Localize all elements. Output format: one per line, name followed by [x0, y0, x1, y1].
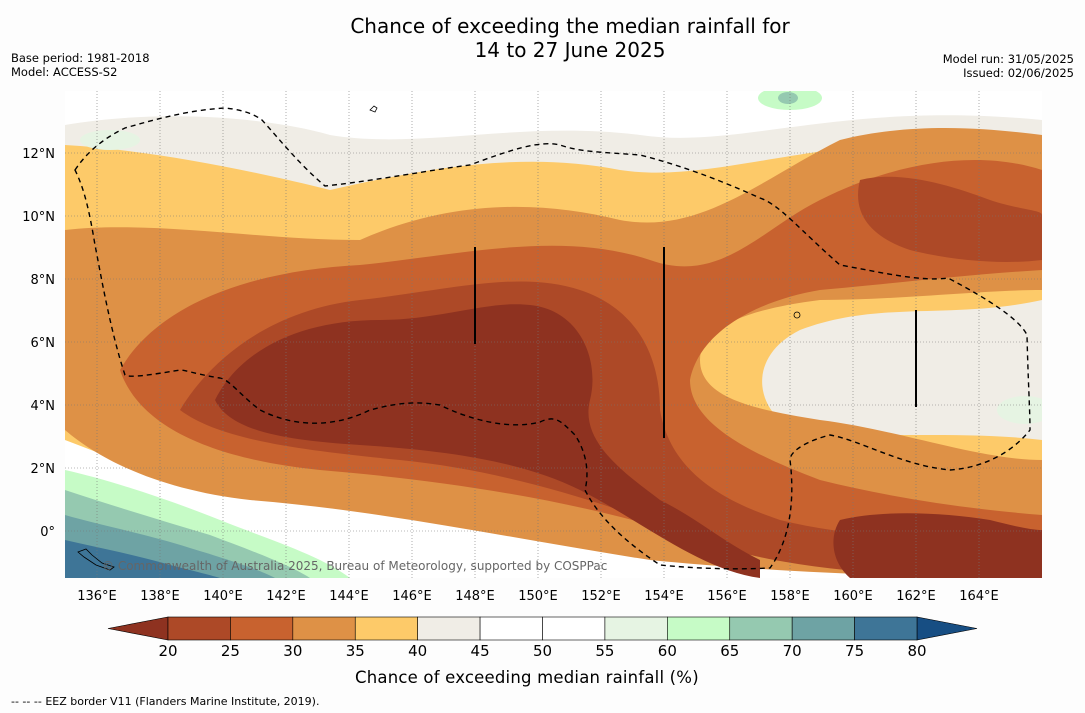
colorbar-ticks: 20 25 30 35 40 45 50 55 60 65 70 75 80: [158, 642, 926, 660]
band-70-75-north: [778, 92, 798, 104]
lat-label-8n: 8°N: [31, 273, 56, 288]
colorbar-segment: [230, 616, 294, 641]
colorbar-segment: [542, 616, 606, 641]
colorbar-segment: [729, 616, 793, 641]
lon-label-140e: 140°E: [203, 589, 243, 604]
colorbar-segments: [167, 616, 918, 641]
colorbar-segment: [604, 616, 668, 641]
colorbar-segment: [167, 616, 231, 641]
islands: [77, 105, 801, 571]
graticule: [65, 91, 1042, 578]
lon-label-162e: 162°E: [896, 589, 936, 604]
meta-right: Model run: 31/05/2025 Issued: 02/06/2025: [943, 52, 1074, 80]
eez-border-palau-fsm: [74, 107, 1031, 570]
lon-label-146e: 146°E: [392, 589, 432, 604]
colorbar-segment: [854, 616, 918, 641]
lat-label-0: 0°: [40, 525, 55, 540]
eez-meridian-markers: [474, 247, 917, 438]
title-line-1: Chance of exceeding the median rainfall …: [350, 14, 790, 38]
band-75-80: [65, 540, 220, 578]
map-area: © Commonwealth of Australia 2025, Bureau…: [65, 91, 1042, 578]
band-below-20: [215, 304, 760, 578]
island-pohnpei: [793, 311, 801, 319]
colorbar-tick-label: 75: [845, 642, 864, 660]
model-name: Model: ACCESS-S2: [11, 65, 118, 79]
lat-label-4n: 4°N: [31, 399, 56, 414]
eez-borders: [74, 107, 1031, 570]
colorbar-segment: [479, 616, 543, 641]
colorbar-segment: [791, 616, 855, 641]
probability-contours: [65, 91, 1042, 578]
lon-label-154e: 154°E: [644, 589, 684, 604]
latitude-labels: 12°N 10°N 8°N 6°N 4°N 2°N 0°: [22, 147, 55, 540]
issued-date: Issued: 02/06/2025: [963, 66, 1074, 80]
lon-label-160e: 160°E: [833, 589, 873, 604]
lon-label-164e: 164°E: [959, 589, 999, 604]
island-guam: [369, 105, 378, 113]
colorbar-tick-label: 20: [158, 642, 177, 660]
lon-label-136e: 136°E: [77, 589, 117, 604]
longitude-labels: 136°E 138°E 140°E 142°E 144°E 146°E 148°…: [77, 589, 999, 604]
colorbar-tick-label: 25: [221, 642, 240, 660]
lat-label-10n: 10°N: [22, 210, 55, 225]
band-20-25-northeast: [858, 176, 1042, 262]
colorbar-segment: [417, 616, 481, 641]
colorbar-segment: [667, 616, 731, 641]
meta-left: Base period: 1981-2018 Model: ACCESS-S2: [11, 51, 150, 79]
band-55-60-east: [997, 396, 1042, 424]
footnote: -- -- -- EEZ border V11 (Flanders Marine…: [11, 695, 319, 708]
eez-dash-symbol: -- -- --: [11, 695, 42, 708]
lon-label-158e: 158°E: [770, 589, 810, 604]
colorbar-tick-label: 60: [658, 642, 677, 660]
colorbar-segment: [354, 616, 418, 641]
model-run: Model run: 31/05/2025: [942, 52, 1074, 66]
lon-label-152e: 152°E: [581, 589, 621, 604]
band-55-60-west: [80, 130, 140, 150]
lon-label-138e: 138°E: [140, 589, 180, 604]
lon-label-156e: 156°E: [707, 589, 747, 604]
colorbar-label: Chance of exceeding median rainfall (%): [355, 668, 699, 687]
lon-label-144e: 144°E: [329, 589, 369, 604]
band-below-20-east: [833, 513, 1042, 578]
lat-label-6n: 6°N: [31, 336, 56, 351]
colorbar-tick-label: 80: [907, 642, 926, 660]
colorbar-tick-label: 35: [346, 642, 365, 660]
lat-label-2n: 2°N: [31, 462, 56, 477]
footnote-text: EEZ border V11 (Flanders Marine Institut…: [45, 695, 320, 708]
lon-label-142e: 142°E: [266, 589, 306, 604]
colorbar-tick-label: 45: [471, 642, 490, 660]
title-line-2: 14 to 27 June 2025: [474, 38, 666, 62]
lat-label-12n: 12°N: [22, 147, 55, 162]
copyright-watermark: © Commonwealth of Australia 2025, Bureau…: [102, 559, 607, 573]
colorbar-tick-label: 65: [720, 642, 739, 660]
lon-label-148e: 148°E: [455, 589, 495, 604]
colorbar-low-extension: [107, 616, 169, 641]
colorbar-tick-label: 50: [533, 642, 552, 660]
colorbar-tick-label: 55: [595, 642, 614, 660]
colorbar-segment: [292, 616, 356, 641]
map-title: Chance of exceeding the median rainfall …: [0, 14, 1085, 62]
lon-label-150e: 150°E: [518, 589, 558, 604]
colorbar-tick-label: 70: [783, 642, 802, 660]
base-period: Base period: 1981-2018: [11, 51, 150, 65]
colorbar-high-extension: [916, 616, 978, 641]
colorbar-tick-label: 30: [283, 642, 302, 660]
colorbar: 20 25 30 35 40 45 50 55 60 65 70 75 80: [107, 616, 978, 660]
island-solomon: [77, 548, 115, 571]
colorbar-tick-label: 40: [408, 642, 427, 660]
